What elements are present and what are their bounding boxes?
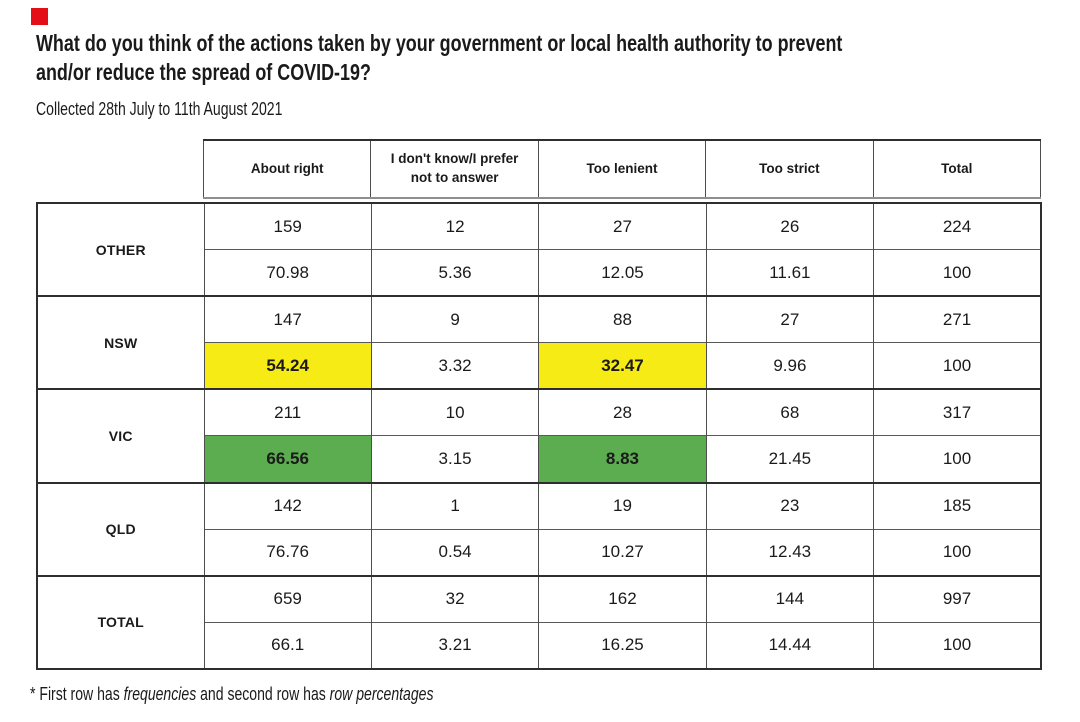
freq-cell: 28 bbox=[538, 388, 707, 436]
row-label-qld: QLD bbox=[36, 481, 205, 576]
freq-cell: 159 bbox=[203, 202, 372, 250]
pct-cell: 5.36 bbox=[370, 249, 540, 297]
pct-cell: 10.27 bbox=[538, 528, 707, 576]
freq-cell: 142 bbox=[203, 481, 372, 530]
freq-cell: 224 bbox=[873, 202, 1042, 250]
row-label-other: OTHER bbox=[36, 201, 205, 297]
pct-cell: 76.76 bbox=[203, 528, 372, 576]
pct-cell-highlight-green: 8.83 bbox=[538, 435, 707, 483]
freq-cell: 27 bbox=[538, 202, 707, 250]
pct-cell: 21.45 bbox=[705, 435, 875, 483]
freq-cell: 9 bbox=[370, 295, 540, 343]
table-row: NSW 147 9 88 27 271 bbox=[36, 295, 1042, 390]
footnote-middle: and second row has bbox=[196, 684, 330, 704]
freq-cell: 19 bbox=[538, 481, 707, 530]
freq-cell: 32 bbox=[370, 574, 540, 623]
pct-cell: 100 bbox=[873, 342, 1042, 390]
pct-cell: 100 bbox=[873, 621, 1042, 669]
page-title: What do you think of the actions taken b… bbox=[36, 29, 842, 87]
pct-cell-highlight-yellow: 54.24 bbox=[203, 342, 372, 390]
freq-cell: 12 bbox=[370, 202, 540, 250]
pct-cell: 100 bbox=[873, 435, 1042, 483]
page-title-line2: and/or reduce the spread of COVID-19? bbox=[36, 59, 371, 85]
freq-cell: 317 bbox=[873, 388, 1042, 436]
freq-cell: 185 bbox=[873, 481, 1042, 530]
pct-cell: 9.96 bbox=[705, 342, 875, 390]
column-header-too-strict: Too strict bbox=[705, 139, 874, 199]
freq-cell: 271 bbox=[873, 295, 1042, 343]
pct-cell: 12.43 bbox=[705, 528, 875, 576]
table-row: 76.76 0.54 10.27 12.43 100 bbox=[37, 528, 1042, 576]
freq-cell: 147 bbox=[203, 295, 372, 343]
footnote-row-percentages: row percentages bbox=[329, 684, 434, 704]
pct-cell: 16.25 bbox=[538, 621, 707, 669]
page-subtitle: Collected 28th July to 11th August 2021 bbox=[36, 99, 283, 119]
freq-cell: 10 bbox=[370, 388, 540, 436]
freq-cell: 26 bbox=[705, 202, 875, 250]
footnote-frequencies: frequencies bbox=[123, 684, 197, 704]
page-title-line1: What do you think of the actions taken b… bbox=[36, 30, 843, 56]
table-row: 70.98 5.36 12.05 11.61 100 bbox=[37, 249, 1042, 297]
table-row: TOTAL 659 32 162 144 997 bbox=[36, 574, 1042, 669]
pct-cell: 3.21 bbox=[370, 621, 540, 669]
column-header-row: About right I don't know/I prefer not to… bbox=[202, 139, 1041, 199]
row-label-total: TOTAL bbox=[36, 574, 205, 669]
pct-cell: 100 bbox=[873, 249, 1042, 297]
freq-cell: 27 bbox=[705, 295, 875, 343]
table-row: QLD 142 1 19 23 185 bbox=[36, 481, 1042, 576]
table-footnote: * First row has frequencies and second r… bbox=[30, 684, 433, 705]
pct-cell: 3.15 bbox=[370, 435, 540, 483]
freq-cell: 211 bbox=[203, 388, 372, 436]
table-row: 66.1 3.21 16.25 14.44 100 bbox=[37, 621, 1042, 669]
table-row: 66.56 3.15 8.83 21.45 100 bbox=[37, 435, 1042, 483]
freq-cell: 88 bbox=[538, 295, 707, 343]
footnote-prefix: * First row has bbox=[30, 684, 124, 704]
pct-cell: 100 bbox=[873, 528, 1042, 576]
column-header-dont-know: I don't know/I prefer not to answer bbox=[370, 139, 539, 199]
pct-cell: 14.44 bbox=[705, 621, 875, 669]
pct-cell: 12.05 bbox=[538, 249, 707, 297]
table-row: 54.24 3.32 32.47 9.96 100 bbox=[37, 342, 1042, 390]
freq-cell: 23 bbox=[705, 481, 875, 530]
freq-cell: 68 bbox=[705, 388, 875, 436]
pct-cell-highlight-yellow: 32.47 bbox=[538, 342, 707, 390]
pct-cell: 0.54 bbox=[370, 528, 540, 576]
column-header-about-right: About right bbox=[202, 139, 372, 199]
table-row: OTHER 159 12 27 26 224 bbox=[36, 201, 1042, 297]
pct-cell-highlight-green: 66.56 bbox=[203, 435, 372, 483]
row-label-vic: VIC bbox=[36, 388, 205, 483]
freq-cell: 144 bbox=[705, 574, 875, 623]
freq-cell: 1 bbox=[370, 481, 540, 530]
row-label-nsw: NSW bbox=[36, 295, 205, 390]
pct-cell: 11.61 bbox=[705, 249, 875, 297]
column-header-total: Total bbox=[872, 139, 1041, 199]
pct-cell: 70.98 bbox=[203, 249, 372, 297]
red-square-marker bbox=[31, 8, 48, 25]
freq-cell: 997 bbox=[873, 574, 1042, 623]
freq-cell: 659 bbox=[203, 574, 372, 623]
freq-cell: 162 bbox=[538, 574, 707, 623]
pct-cell: 66.1 bbox=[203, 621, 372, 669]
pct-cell: 3.32 bbox=[370, 342, 540, 390]
results-table: OTHER 159 12 27 26 224 70.98 5.36 12.05 … bbox=[36, 201, 1042, 670]
column-header-too-lenient: Too lenient bbox=[537, 139, 707, 199]
table-row: VIC 211 10 28 68 317 bbox=[36, 388, 1042, 483]
